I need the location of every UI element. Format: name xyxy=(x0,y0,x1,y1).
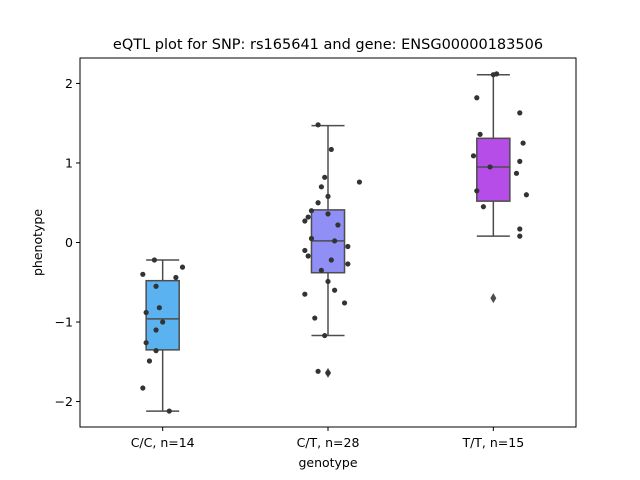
data-point xyxy=(322,332,328,339)
data-point xyxy=(513,170,520,176)
box-group-2 xyxy=(476,73,511,304)
data-point xyxy=(143,340,149,346)
data-point xyxy=(315,368,321,374)
y-tick-label: 1 xyxy=(65,155,73,170)
data-point xyxy=(477,131,483,137)
data-point xyxy=(312,315,318,321)
outlier-marker xyxy=(490,293,497,304)
data-point xyxy=(318,267,324,273)
x-tick-label: C/T, n=28 xyxy=(297,435,360,450)
data-point xyxy=(328,257,334,263)
box-iqr xyxy=(476,137,511,202)
data-point xyxy=(517,158,523,164)
data-point xyxy=(160,319,166,325)
plot-area xyxy=(140,71,530,414)
axes: −2 −1 0 1 2 C/C, n=14 C/T, n=28 T/T, n=15 xyxy=(55,76,525,450)
x-tick-label: C/C, n=14 xyxy=(131,435,195,450)
data-point xyxy=(523,192,530,198)
data-point xyxy=(345,243,351,250)
data-point xyxy=(156,305,162,311)
data-point xyxy=(305,253,311,259)
y-tick-label: 2 xyxy=(65,76,73,91)
data-point xyxy=(318,184,324,190)
y-tick-label: −1 xyxy=(55,315,73,330)
data-point xyxy=(315,200,321,206)
data-point xyxy=(153,348,159,354)
data-point xyxy=(470,153,477,159)
data-point xyxy=(480,204,487,210)
data-point xyxy=(325,370,331,376)
data-point xyxy=(517,233,523,239)
data-point xyxy=(325,193,331,199)
data-point xyxy=(302,291,308,297)
data-point xyxy=(322,174,328,180)
data-point xyxy=(517,226,523,232)
data-point xyxy=(325,278,331,285)
data-point xyxy=(328,146,334,153)
data-point xyxy=(146,358,153,364)
data-point xyxy=(140,271,146,277)
data-point xyxy=(173,274,179,281)
box-iqr xyxy=(145,279,180,351)
data-point xyxy=(143,309,149,316)
data-point xyxy=(151,257,157,263)
data-point xyxy=(494,71,500,77)
data-point xyxy=(315,122,321,128)
y-tick-label: 0 xyxy=(65,235,73,250)
chart-title: eQTL plot for SNP: rs165641 and gene: EN… xyxy=(113,37,543,53)
data-point xyxy=(332,238,338,244)
data-point xyxy=(345,261,351,267)
data-point xyxy=(308,208,315,214)
x-tick-label: T/T, n=15 xyxy=(461,435,524,450)
data-point xyxy=(140,385,146,391)
data-point xyxy=(332,287,338,293)
data-point xyxy=(179,264,186,270)
data-point xyxy=(341,300,348,306)
data-point xyxy=(308,235,315,242)
data-point xyxy=(474,188,480,194)
data-point xyxy=(474,95,480,101)
data-point xyxy=(517,110,523,116)
data-point xyxy=(305,214,311,220)
data-point xyxy=(166,408,172,414)
data-point xyxy=(153,327,159,333)
data-point xyxy=(487,164,493,170)
y-axis-label: phenotype xyxy=(30,209,45,276)
x-axis-label: genotype xyxy=(298,455,357,470)
y-tick-label: −2 xyxy=(55,394,73,409)
data-point xyxy=(356,179,363,185)
box-group-0 xyxy=(145,259,180,412)
data-point xyxy=(153,283,159,289)
data-point xyxy=(325,211,331,217)
data-point xyxy=(335,222,341,228)
data-point xyxy=(302,218,308,224)
data-point xyxy=(302,247,308,254)
data-point xyxy=(520,140,526,146)
